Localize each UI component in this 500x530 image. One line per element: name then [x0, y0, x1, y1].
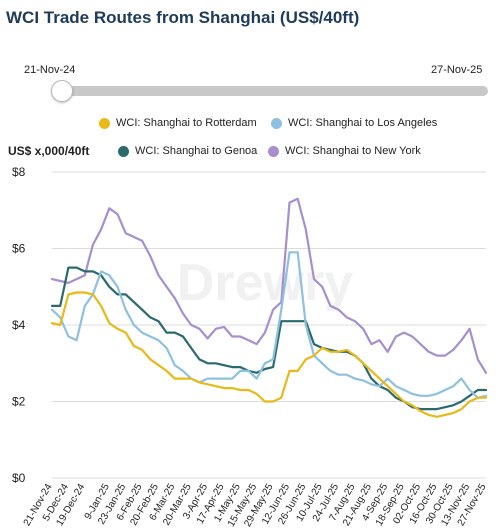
- legend-label-new-york: WCI: Shanghai to New York: [285, 145, 421, 157]
- slider-end-label: 27-Nov-25: [431, 64, 483, 76]
- date-range-slider-track[interactable]: [56, 86, 488, 96]
- legend-dot-los-angeles: [271, 117, 282, 129]
- y-axis-label: US$ x,000/40ft: [8, 144, 90, 158]
- legend-item-los-angeles[interactable]: WCI: Shanghai to Los Angeles: [271, 115, 437, 131]
- y-tick-label: $4: [12, 318, 26, 332]
- y-tick-label: $2: [12, 395, 26, 409]
- series-line-wci-shanghai-to-new-york: [50, 197, 488, 374]
- y-tick-label: $8: [12, 165, 26, 179]
- legend-item-genoa[interactable]: WCI: Shanghai to Genoa: [118, 143, 257, 159]
- date-range-slider-handle[interactable]: [51, 80, 73, 102]
- y-tick-label: $0: [12, 471, 26, 485]
- slider-start-label: 21-Nov-24: [24, 64, 76, 76]
- legend-item-rotterdam[interactable]: WCI: Shanghai to Rotterdam: [99, 115, 257, 131]
- legend-label-genoa: WCI: Shanghai to Genoa: [135, 145, 258, 157]
- legend-dot-rotterdam: [99, 117, 110, 129]
- legend-dot-new-york: [268, 145, 279, 157]
- watermark-text: Drewry: [177, 254, 353, 312]
- y-tick-label: $6: [12, 242, 26, 256]
- series-line-wci-shanghai-to-rotterdam: [50, 291, 488, 418]
- legend-item-new-york[interactable]: WCI: Shanghai to New York: [268, 143, 421, 159]
- legend-label-los-angeles: WCI: Shanghai to Los Angeles: [288, 117, 438, 129]
- legend-label-rotterdam: WCI: Shanghai to Rotterdam: [116, 117, 257, 129]
- page-title: WCI Trade Routes from Shanghai (US$/40ft…: [6, 8, 360, 27]
- legend-dot-genoa: [118, 145, 129, 157]
- series-line-wci-shanghai-to-los-angeles: [50, 251, 488, 399]
